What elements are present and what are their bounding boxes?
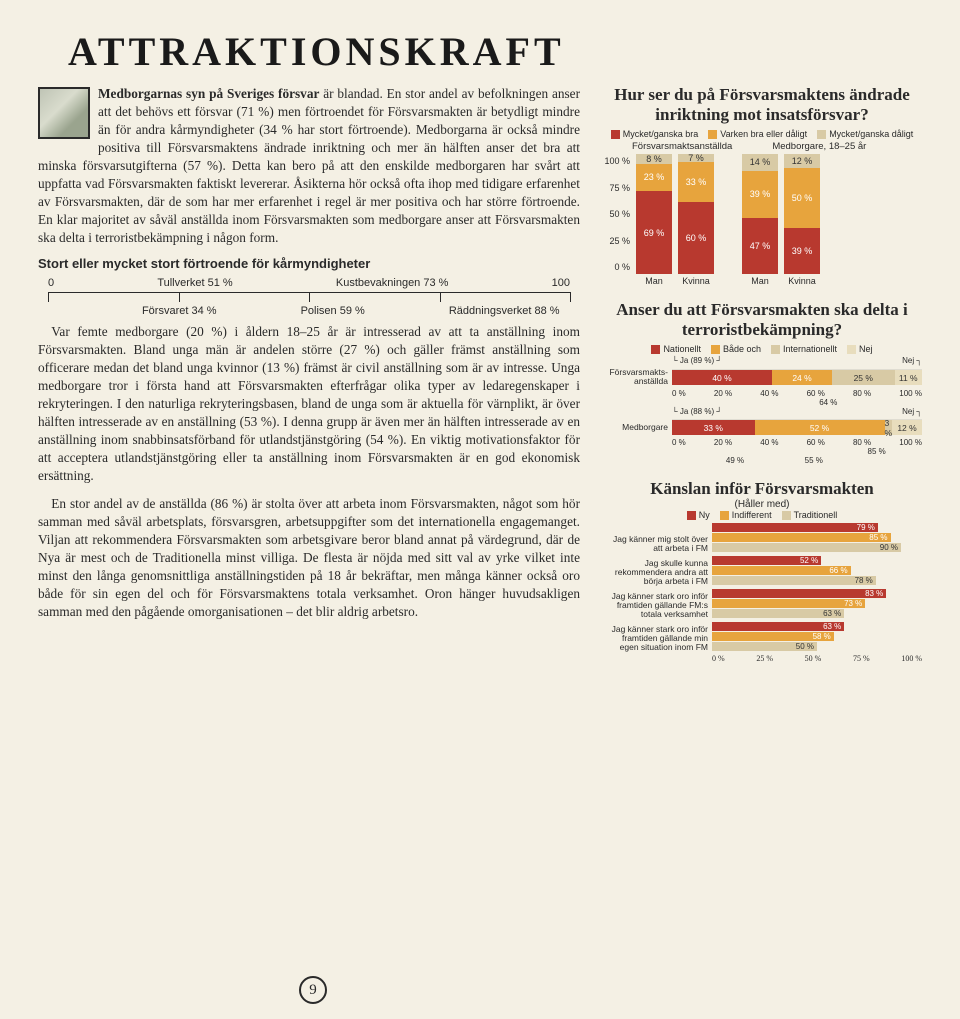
scale-100: 100 — [552, 277, 570, 289]
chart1-bars: 8 %23 %69 %Man7 %33 %60 %Kvinna14 %39 %4… — [636, 154, 820, 286]
legend-item: Både och — [711, 344, 761, 354]
lede: Medborgarnas syn på Sveriges försvar — [98, 86, 319, 101]
columns: Medborgarnas syn på Sveriges försvar är … — [38, 85, 922, 663]
scale-0: 0 — [48, 277, 54, 289]
chart1-body: 100 %75 %50 %25 %0 % 8 %23 %69 %Man7 %33… — [602, 154, 922, 286]
chart3-legend: Ny Indifferent Traditionell — [602, 510, 922, 520]
chart3-title: Känslan inför Försvarsmakten — [602, 479, 922, 499]
stacked-bar: 12 %50 %39 % — [784, 154, 820, 274]
hbar-row: Försvarsmakts- anställda40 %24 %25 %11 % — [602, 368, 922, 386]
legend-item: Ny — [687, 510, 710, 520]
chart-orientation: Hur ser du på Försvarsmaktens ändrade in… — [602, 85, 922, 286]
scale-top-labels: 0 Tullverket 51 % Kustbevakningen 73 % 1… — [38, 277, 580, 292]
chart3-body: Jag känner mig stolt över att arbeta i F… — [602, 522, 922, 652]
legend-item: Traditionell — [782, 510, 838, 520]
chart2-legend: Nationellt Både och Internationellt Nej — [602, 344, 922, 354]
chart1-group2: Medborgare, 18–25 år — [772, 141, 866, 152]
chart3-axis: 0 %25 %50 %75 %100 % — [712, 654, 922, 663]
chart1-title: Hur ser du på Försvarsmaktens ändrade in… — [602, 85, 922, 125]
hbar-row: Medborgare33 %52 %3 %12 % — [602, 419, 922, 435]
confidence-scale: Stort eller mycket stort förtroende för … — [38, 256, 580, 317]
legend-item: Mycket/ganska bra — [611, 129, 699, 139]
legend-item: Nej — [847, 344, 873, 354]
chart1-yaxis: 100 %75 %50 %25 %0 % — [602, 154, 630, 274]
scale-raddning: Räddningsverket 88 % — [449, 305, 560, 317]
scale-forsvaret: Försvaret 34 % — [142, 305, 217, 317]
paragraph-1-body: är blandad. En stor andel av befolkninge… — [38, 86, 580, 245]
stacked-bar: 7 %33 %60 % — [678, 154, 714, 274]
scale-polisen: Polisen 59 % — [301, 305, 365, 317]
left-column: Medborgarnas syn på Sveriges försvar är … — [38, 85, 580, 663]
legend-item: Nationellt — [651, 344, 701, 354]
feel-row: Jag känner stark oro inför framtiden gäl… — [602, 621, 922, 652]
stacked-bar: 14 %39 %47 % — [742, 154, 778, 274]
main-title: ATTRAKTIONSKRAFT — [68, 28, 922, 75]
page-number: 9 — [299, 976, 327, 1004]
chart-terrorism: Anser du att Försvarsmakten ska delta i … — [602, 300, 922, 465]
chart1-group1: Försvarsmaktsanställda — [632, 141, 732, 152]
chart-feeling: Känslan inför Försvarsmakten (Håller med… — [602, 479, 922, 663]
scale-kustbevak: Kustbevakningen 73 % — [336, 277, 449, 289]
paragraph-2: Var femte medborgare (20 %) i åldern 18–… — [38, 323, 580, 484]
right-column: Hur ser du på Försvarsmaktens ändrade in… — [602, 85, 922, 663]
chart2-title: Anser du att Försvarsmakten ska delta i … — [602, 300, 922, 340]
paragraph-1: Medborgarnas syn på Sveriges försvar är … — [38, 85, 580, 246]
scale-tullverket: Tullverket 51 % — [157, 277, 232, 289]
feel-row: Jag känner stark oro inför framtiden gäl… — [602, 588, 922, 619]
scale-bottom-labels: Försvaret 34 % Polisen 59 % Räddningsver… — [38, 302, 580, 317]
feel-row: Jag känner mig stolt över att arbeta i F… — [602, 522, 922, 553]
scale-axis — [48, 292, 570, 302]
chart1-legend: Mycket/ganska bra Varken bra eller dåligt… — [602, 129, 922, 139]
legend-item: Indifferent — [720, 510, 772, 520]
scale-title: Stort eller mycket stort förtroende för … — [38, 256, 580, 271]
paragraph-3: En stor andel av de anställda (86 %) är … — [38, 495, 580, 621]
legend-item: Varken bra eller dåligt — [708, 129, 807, 139]
stacked-bar: 8 %23 %69 % — [636, 154, 672, 274]
texture-thumbnail — [38, 87, 90, 139]
chart3-subtitle: (Håller med) — [602, 499, 922, 510]
page: ATTRAKTIONSKRAFT Medborgarnas syn på Sve… — [0, 0, 960, 683]
legend-item: Internationellt — [771, 344, 837, 354]
chart2-body: └ Ja (89 %) ┘Nej ┐Försvarsmakts- anställ… — [602, 356, 922, 465]
feel-row: Jag skulle kunna rekommendera andra att … — [602, 555, 922, 586]
legend-item: Mycket/ganska dåligt — [817, 129, 913, 139]
